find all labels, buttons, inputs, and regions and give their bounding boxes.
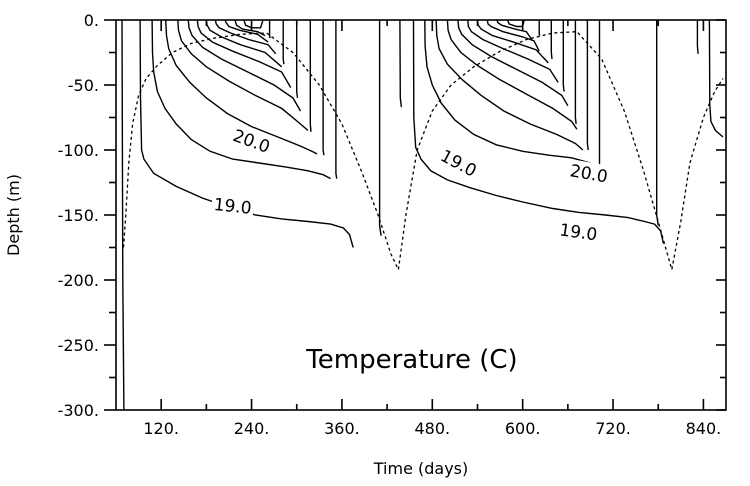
contour-line-24 [446,19,578,130]
contour-line-26 [467,19,559,83]
contour-line-11 [234,19,266,37]
contour-line-20 [399,19,403,108]
contour-line-18 [335,20,338,179]
contour-line-10 [224,19,269,43]
contour-label: 20.0 [230,126,272,158]
contour-line-39 [708,19,724,138]
x-axis-title: Time (days) [373,459,469,478]
y-tick-label: -250. [58,336,99,355]
y-axis-title: Depth (m) [4,174,23,256]
contour-line-34 [574,20,577,125]
y-tick-label: -100. [58,141,99,160]
contour-line-5 [177,19,309,132]
contour-line-32 [550,20,553,60]
contour-line-19 [378,20,382,236]
contour-label-group-1: 19.0 [210,192,255,219]
contour-label-bg [228,123,276,158]
contour-line-14 [282,20,285,65]
x-tick-label: 600. [505,419,541,438]
temperature-annotation: Temperature (C) [305,345,517,375]
contour-line-33 [562,20,565,92]
contour-line-8 [205,19,283,68]
contour-line-23 [435,19,584,151]
contour-label-bg [435,143,483,182]
contour-line-6 [187,19,302,112]
contour-line-30 [506,19,525,28]
contour-line-7 [196,19,292,88]
contour-line-9 [214,19,277,55]
contour-label-group-3: 20.0 [566,158,612,188]
mixed-layer-depth-dotted-line [122,31,724,272]
contour-line-29 [496,19,533,40]
plot-area: 20.0 19.0 19.0 20.0 19.0 [121,19,724,411]
contour-label-group-2: 19.0 [435,143,483,182]
x-tick-label: 720. [595,419,631,438]
contour-line-4 [165,19,318,155]
contour-label-bg [210,192,255,219]
y-tick-label: -50. [68,76,99,95]
contour-line-1 [121,19,125,411]
x-tick-label: 240. [234,419,270,438]
y-tick-label: -200. [58,271,99,290]
x-tick-label: 120. [143,419,179,438]
contour-line-25 [457,19,569,107]
contour-line-16 [309,20,312,132]
contour-line-17 [322,20,325,156]
contour-line-37 [656,20,659,226]
contour-label-bg [566,158,612,187]
y-tick-label: -300. [58,401,99,420]
contour-label-group-0: 20.0 [228,123,276,158]
axes: 120. 240. 360. 480. 600. 720. 840. 0. -50. -100. -… [58,11,726,438]
contour-line-21 [412,19,665,244]
contour-label: 19.0 [213,195,253,219]
contour-line-15 [296,20,299,99]
contour-line-12 [243,19,264,29]
contour-label-group-4: 19.0 [556,218,601,245]
contour-line-36 [598,20,601,171]
contour-line-3 [151,19,331,180]
contour-line-38 [696,20,699,54]
contour-label: 19.0 [558,220,598,245]
contour-line-35 [586,20,589,151]
y-tick-label: 0. [84,11,99,30]
x-tick-label: 480. [414,419,450,438]
x-tick-label: 840. [686,419,722,438]
contour-line-22 [424,19,599,171]
contour-label-bg [556,218,601,245]
x-tick-label: 360. [324,419,360,438]
contour-line-28 [486,19,540,52]
y-tick-label: -150. [58,206,99,225]
